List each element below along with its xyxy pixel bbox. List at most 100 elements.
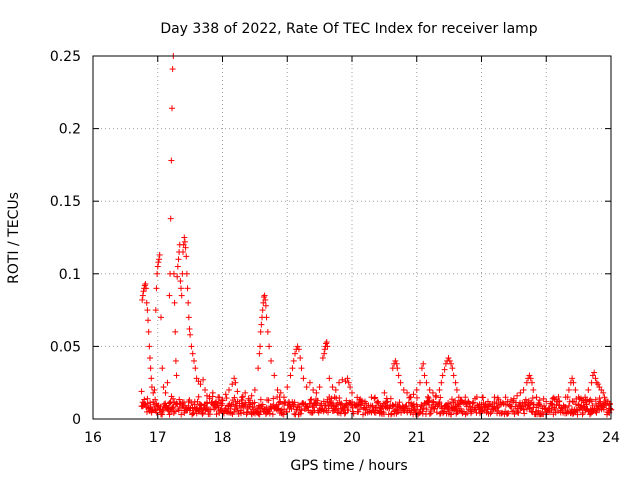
data-point	[143, 299, 150, 306]
data-point	[555, 393, 562, 400]
data-point	[562, 404, 569, 411]
data-point	[313, 389, 320, 396]
data-point	[269, 411, 276, 418]
data-point	[238, 410, 245, 417]
data-point	[325, 409, 332, 416]
data-point	[484, 398, 491, 405]
data-point	[139, 292, 146, 299]
data-point	[181, 238, 188, 245]
y-tick-label: 0.2	[59, 122, 81, 138]
data-point	[465, 398, 472, 405]
data-point	[284, 384, 291, 391]
data-point	[202, 386, 209, 393]
data-point	[145, 317, 152, 324]
data-point	[175, 406, 182, 413]
data-point	[281, 394, 288, 401]
data-point	[394, 409, 401, 416]
data-point	[570, 379, 577, 386]
data-point	[423, 406, 430, 413]
data-point	[439, 372, 446, 379]
data-point	[244, 409, 251, 416]
data-point	[231, 375, 238, 382]
data-point	[426, 410, 433, 417]
data-point	[600, 406, 607, 413]
data-point	[438, 379, 445, 386]
data-point	[255, 365, 262, 372]
data-point	[175, 256, 182, 263]
data-point	[152, 307, 159, 314]
data-point	[329, 384, 336, 391]
data-point	[191, 357, 198, 364]
data-point	[314, 397, 321, 404]
data-point	[472, 395, 479, 402]
data-point	[304, 404, 311, 411]
data-point	[416, 379, 423, 386]
data-point	[144, 307, 151, 314]
data-point	[220, 410, 227, 417]
data-point	[178, 285, 185, 292]
data-point	[186, 397, 193, 404]
data-point	[478, 401, 485, 408]
data-point	[185, 299, 192, 306]
data-point	[234, 405, 241, 412]
data-point	[232, 379, 239, 386]
data-point	[154, 270, 161, 277]
data-point	[359, 399, 366, 406]
data-point	[141, 396, 148, 403]
data-point	[264, 328, 271, 335]
data-point	[310, 404, 317, 411]
data-point	[188, 400, 195, 407]
data-point	[266, 410, 273, 417]
data-point	[213, 411, 220, 418]
data-point	[407, 394, 414, 401]
data-point	[248, 392, 255, 399]
data-point	[321, 346, 328, 353]
data-point	[177, 278, 184, 285]
grid-lines	[93, 56, 611, 419]
data-point	[143, 285, 150, 292]
data-point	[548, 407, 555, 414]
data-point	[216, 394, 223, 401]
data-point	[170, 404, 177, 411]
data-point	[585, 386, 592, 393]
data-point	[257, 328, 264, 335]
data-point	[337, 401, 344, 408]
data-point	[171, 408, 178, 415]
data-point	[535, 407, 542, 414]
data-point	[541, 402, 548, 409]
data-point	[142, 280, 149, 287]
data-point	[323, 340, 330, 347]
data-point	[171, 299, 178, 306]
data-point	[303, 384, 310, 391]
data-point	[361, 398, 368, 405]
data-point	[354, 402, 361, 409]
data-point	[498, 410, 505, 417]
chart-title: Day 338 of 2022, Rate Of TEC Index for r…	[160, 21, 537, 37]
data-point	[589, 402, 596, 409]
data-point	[164, 379, 171, 386]
data-point	[290, 357, 297, 364]
data-point	[223, 395, 230, 402]
data-point	[148, 409, 155, 416]
data-point	[166, 411, 173, 418]
data-point	[225, 386, 232, 393]
data-point	[373, 404, 380, 411]
data-point	[349, 389, 355, 396]
data-point	[257, 343, 264, 350]
data-point	[323, 339, 330, 346]
data-point	[152, 396, 159, 403]
data-point	[172, 357, 179, 364]
data-point	[441, 366, 448, 373]
data-point	[548, 400, 555, 407]
data-point	[274, 405, 281, 412]
data-point	[449, 365, 456, 372]
data-point	[222, 391, 229, 398]
data-point	[549, 401, 556, 408]
data-point	[344, 375, 351, 382]
data-point	[572, 386, 579, 393]
data-point	[470, 399, 477, 406]
data-point	[387, 411, 394, 418]
data-point	[173, 372, 180, 379]
data-point	[207, 406, 214, 413]
data-point	[268, 357, 275, 364]
